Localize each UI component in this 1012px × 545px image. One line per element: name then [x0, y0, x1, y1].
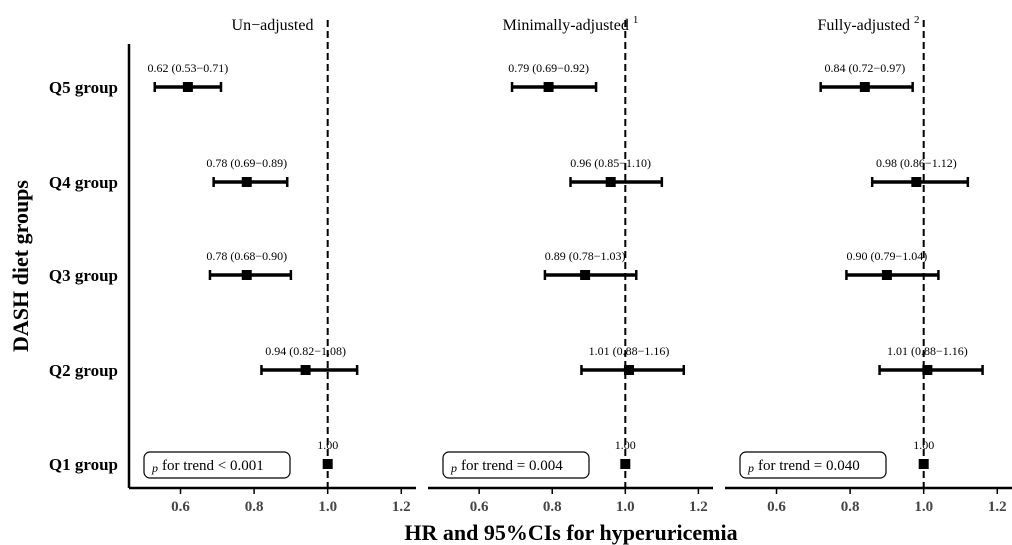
hr-point [605, 177, 616, 187]
panel-title: Fully-adjusted 2 [818, 14, 920, 34]
p-trend-box [143, 451, 291, 479]
panels: Un−adjusted 0.6 0.8 1.0 1.2 0.62 (0.53−0.71) 0… [129, 14, 1012, 515]
hr-label: 0.94 (0.82−1.08) [265, 344, 346, 358]
hr-point [911, 177, 922, 187]
panel: Fully-adjusted 2 0.6 0.8 1.0 1.2 0.84 (0.72−0.… [725, 14, 1012, 515]
x-tick-label: 0.8 [245, 499, 264, 515]
hr-label: 0.90 (0.79−1.04) [847, 249, 928, 263]
hr-label: 0.79 (0.69−0.92) [508, 61, 589, 75]
group-label: Q5 group [49, 78, 118, 97]
hr-point [623, 365, 634, 375]
x-tick-label: 0.8 [543, 499, 562, 515]
hr-label: 0.78 (0.69−0.89) [206, 156, 287, 170]
hr-point [322, 459, 333, 469]
panel-title-superscript: 2 [914, 14, 920, 26]
hr-label: 0.98 (0.86−1.12) [876, 156, 957, 170]
x-tick-label: 0.6 [767, 499, 786, 515]
hr-point [300, 365, 311, 375]
hr-label: 1.00 [615, 438, 636, 452]
x-tick-label: 0.6 [470, 499, 489, 515]
hr-point [859, 82, 870, 92]
panel-title: Minimally-adjusted 1 [503, 14, 639, 34]
p-trend-text: p for trend = 0.004 [450, 458, 563, 475]
hr-label: 1.01 (0.88−1.16) [589, 344, 670, 358]
hr-point [543, 82, 554, 92]
panel: Un−adjusted 0.6 0.8 1.0 1.2 0.62 (0.53−0.71) 0… [129, 17, 416, 515]
panel-title-superscript: 1 [633, 14, 639, 26]
hr-point [580, 270, 591, 280]
hr-point [922, 365, 933, 375]
hr-label: 1.00 [317, 438, 338, 452]
hr-label: 0.96 (0.85−1.10) [570, 156, 651, 170]
p-trend-text: p for trend < 0.001 [151, 458, 264, 475]
x-tick-label: 1.2 [689, 499, 708, 515]
y-axis-label: DASH diet groups [8, 180, 33, 352]
p-trend-text: p for trend = 0.040 [747, 458, 860, 475]
group-label: Q4 group [49, 173, 118, 192]
hr-label: 0.78 (0.68−0.90) [206, 249, 287, 263]
hr-point [918, 459, 929, 469]
x-tick-label: 1.0 [616, 499, 635, 515]
group-label: Q1 group [49, 455, 118, 474]
panel: Minimally-adjusted 1 0.6 0.8 1.0 1.2 0.79 (0.6… [428, 14, 713, 515]
group-labels: Q5 group Q4 group Q3 group Q2 group Q1 group [49, 44, 131, 488]
hr-point [241, 177, 252, 187]
x-tick-label: 0.8 [841, 499, 860, 515]
group-label: Q2 group [49, 361, 118, 380]
x-tick-label: 1.0 [914, 499, 933, 515]
p-trend-box [442, 451, 590, 479]
x-axis-label: HR and 95%CIs for hyperuricemia [404, 520, 737, 545]
hr-label: 0.62 (0.53−0.71) [147, 61, 228, 75]
panel-title: Un−adjusted [232, 17, 314, 34]
hr-label: 1.00 [913, 438, 934, 452]
hr-point [182, 82, 193, 92]
x-tick-label: 1.2 [988, 499, 1007, 515]
hr-point [241, 270, 252, 280]
x-tick-label: 1.2 [392, 499, 411, 515]
x-tick-label: 0.6 [171, 499, 190, 515]
x-tick-label: 1.0 [318, 499, 337, 515]
hr-point [881, 270, 892, 280]
hr-point [620, 459, 631, 469]
hr-label: 0.89 (0.78−1.03) [545, 249, 626, 263]
p-trend-box [739, 451, 887, 479]
hr-label: 1.01 (0.88−1.16) [887, 344, 968, 358]
hr-label: 0.84 (0.72−0.97) [824, 61, 905, 75]
group-label: Q3 group [49, 266, 118, 285]
